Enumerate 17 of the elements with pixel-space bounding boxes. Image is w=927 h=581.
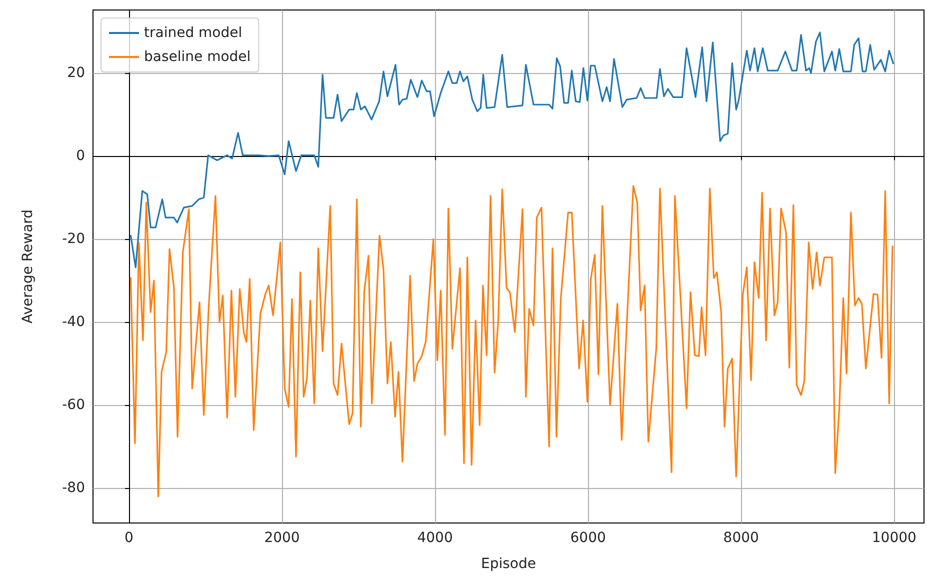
y-tick-label: -40	[62, 314, 85, 330]
x-tick-label: 2000	[264, 530, 300, 546]
legend-label: baseline model	[144, 49, 251, 65]
y-axis-title: Average Reward	[20, 209, 36, 324]
y-tick-label: -20	[62, 231, 85, 248]
y-tick-label: 20	[67, 65, 85, 82]
y-tick-label: 0	[76, 148, 85, 164]
x-axis-title: Episode	[481, 556, 536, 572]
x-tick-label: 10000	[872, 530, 916, 546]
x-tick-label: 4000	[417, 530, 453, 546]
x-tick-label: 8000	[723, 530, 759, 546]
y-tick-label: -80	[62, 480, 85, 496]
x-tick-label: 6000	[570, 530, 606, 546]
x-tick-label: 0	[124, 530, 134, 546]
line-series	[130, 185, 894, 498]
y-tick-label: -60	[62, 397, 85, 414]
legend-label: trained model	[144, 25, 242, 41]
